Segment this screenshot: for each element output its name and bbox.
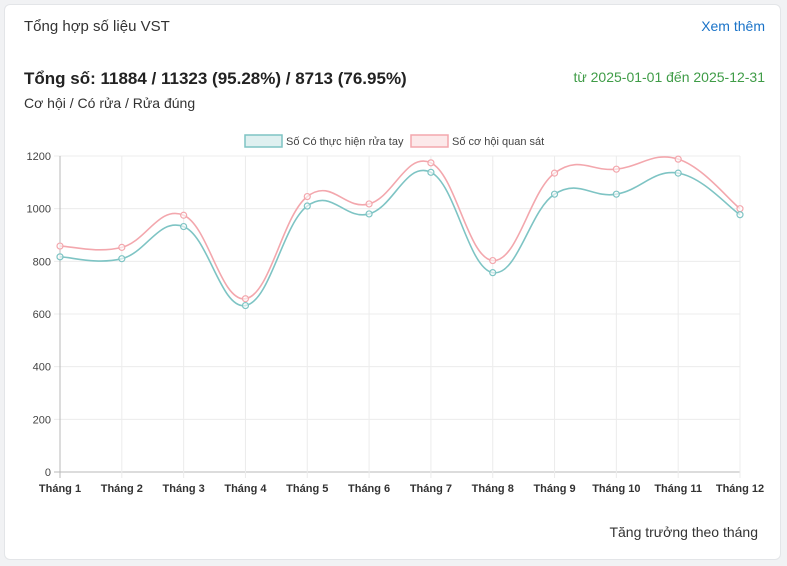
data-point[interactable] xyxy=(736,205,744,213)
y-tick-label: 200 xyxy=(33,414,51,426)
data-point[interactable] xyxy=(180,222,188,231)
data-point[interactable] xyxy=(241,301,250,310)
x-tick-label: Tháng 2 xyxy=(101,483,143,495)
data-point[interactable] xyxy=(303,202,311,210)
data-point[interactable] xyxy=(612,190,620,198)
card-title: Tổng hợp số liệu VST xyxy=(24,18,170,35)
series-line-opportunity xyxy=(59,156,741,300)
data-point[interactable] xyxy=(180,211,188,219)
y-tick-label: 0 xyxy=(45,467,51,479)
data-point[interactable] xyxy=(674,169,682,177)
data-point[interactable] xyxy=(56,253,64,261)
y-tick-label: 1000 xyxy=(27,204,51,216)
y-tick-label: 600 xyxy=(33,309,51,321)
data-point[interactable] xyxy=(56,242,64,250)
chart-grid xyxy=(54,155,741,478)
data-point[interactable] xyxy=(489,256,497,265)
date-range: từ 2025-01-01 đến 2025-12-31 xyxy=(573,69,765,85)
data-point[interactable] xyxy=(489,269,497,277)
x-tick-label: Tháng 9 xyxy=(533,483,575,495)
chart-axes: 0 200 400 600 800 1000 1200 Tháng 1 Tháng 2 Tháng… xyxy=(27,151,765,495)
x-tick-label: Tháng 11 xyxy=(654,483,702,495)
legend-swatch xyxy=(410,134,449,148)
legend-item-opportunity[interactable]: Số cơ hội quan sát xyxy=(410,134,544,148)
legend-label: Số cơ hội quan sát xyxy=(452,136,544,148)
chart-caption: Tăng trưởng theo tháng xyxy=(609,524,758,540)
data-point[interactable] xyxy=(118,243,126,251)
x-tick-label: Tháng 5 xyxy=(286,483,328,495)
x-tick-label: Tháng 7 xyxy=(410,483,452,495)
x-tick-label: Tháng 10 xyxy=(592,483,640,495)
data-point[interactable] xyxy=(118,255,126,263)
x-tick-label: Tháng 12 xyxy=(716,483,764,495)
data-point[interactable] xyxy=(365,200,373,208)
data-point[interactable] xyxy=(736,211,744,219)
y-tick-label: 400 xyxy=(33,362,51,374)
data-point[interactable] xyxy=(427,168,435,176)
data-point[interactable] xyxy=(241,295,250,303)
data-point[interactable] xyxy=(303,192,311,201)
summary-legend-text: Cơ hội / Có rửa / Rửa đúng xyxy=(24,95,196,111)
y-tick-label: 800 xyxy=(33,256,51,268)
data-point[interactable] xyxy=(550,190,559,198)
view-more-link[interactable]: Xem thêm xyxy=(701,18,765,34)
data-point[interactable] xyxy=(674,155,682,163)
y-tick-label: 1200 xyxy=(27,151,51,163)
legend-swatch xyxy=(244,134,283,148)
data-point[interactable] xyxy=(612,165,620,173)
chart-legend[interactable]: Số Có thực hiện rửa tay Số cơ hội quan sá… xyxy=(244,134,544,148)
data-point[interactable] xyxy=(365,210,373,218)
x-tick-label: Tháng 1 xyxy=(39,483,81,495)
data-point[interactable] xyxy=(550,169,559,177)
legend-label: Số Có thực hiện rửa tay xyxy=(286,136,404,148)
series-line-handwash xyxy=(59,169,741,307)
legend-item-handwash[interactable]: Số Có thực hiện rửa tay xyxy=(244,134,404,148)
x-tick-label: Tháng 6 xyxy=(348,483,390,495)
data-point[interactable] xyxy=(427,159,435,167)
chart-series xyxy=(56,155,744,310)
vst-summary-card: Tổng hợp số liệu VST Xem thêm Tổng số: 1… xyxy=(4,4,781,560)
x-tick-label: Tháng 3 xyxy=(163,483,205,495)
x-tick-label: Tháng 8 xyxy=(472,483,514,495)
x-tick-label: Tháng 4 xyxy=(224,483,267,495)
summary-totals: Tổng số: 11884 / 11323 (95.28%) / 8713 (… xyxy=(24,69,407,88)
